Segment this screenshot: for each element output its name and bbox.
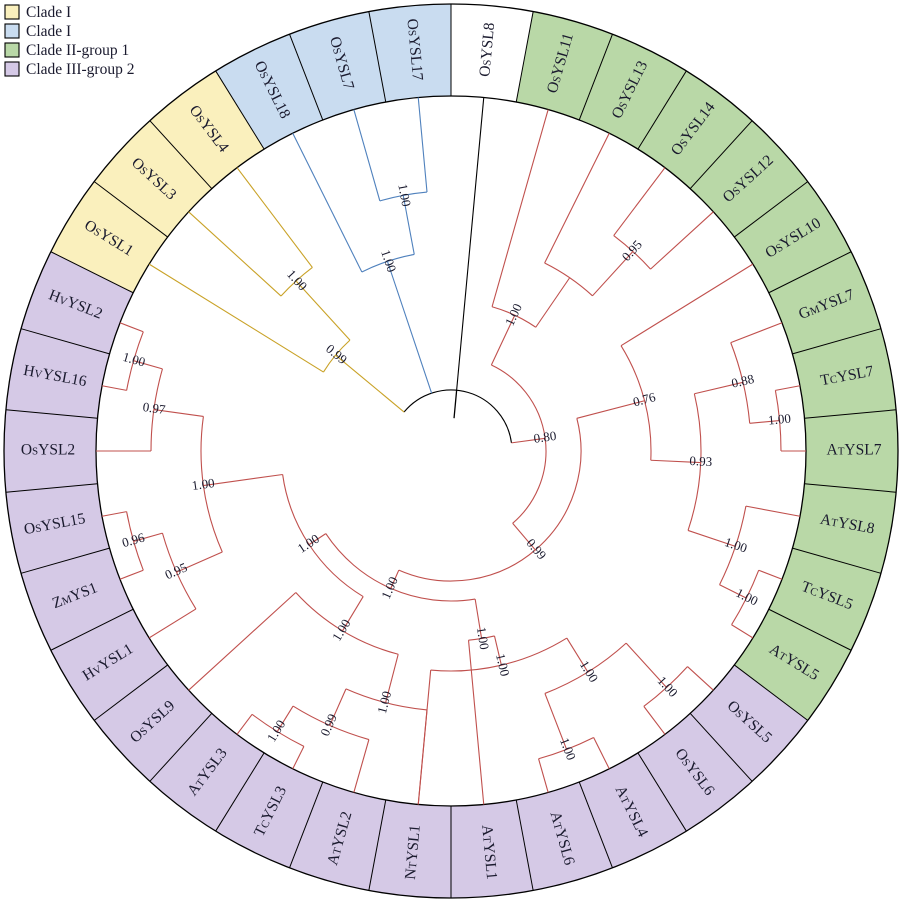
svg-text:OsYSL2: OsYSL2 [21,442,75,459]
svg-text:0.80: 0.80 [533,428,558,446]
svg-text:Clade I: Clade I [26,23,71,40]
svg-text:0.93: 0.93 [689,453,712,469]
svg-text:0.97: 0.97 [142,399,167,417]
svg-text:Clade III-group 2: Clade III-group 2 [26,61,134,78]
svg-text:1.00: 1.00 [191,475,216,493]
svg-text:Clade II-group 1: Clade II-group 1 [26,42,129,59]
svg-text:1.00: 1.00 [767,411,791,428]
svg-text:Clade I: Clade I [26,4,71,21]
svg-text:AtYSL7: AtYSL7 [827,442,882,459]
